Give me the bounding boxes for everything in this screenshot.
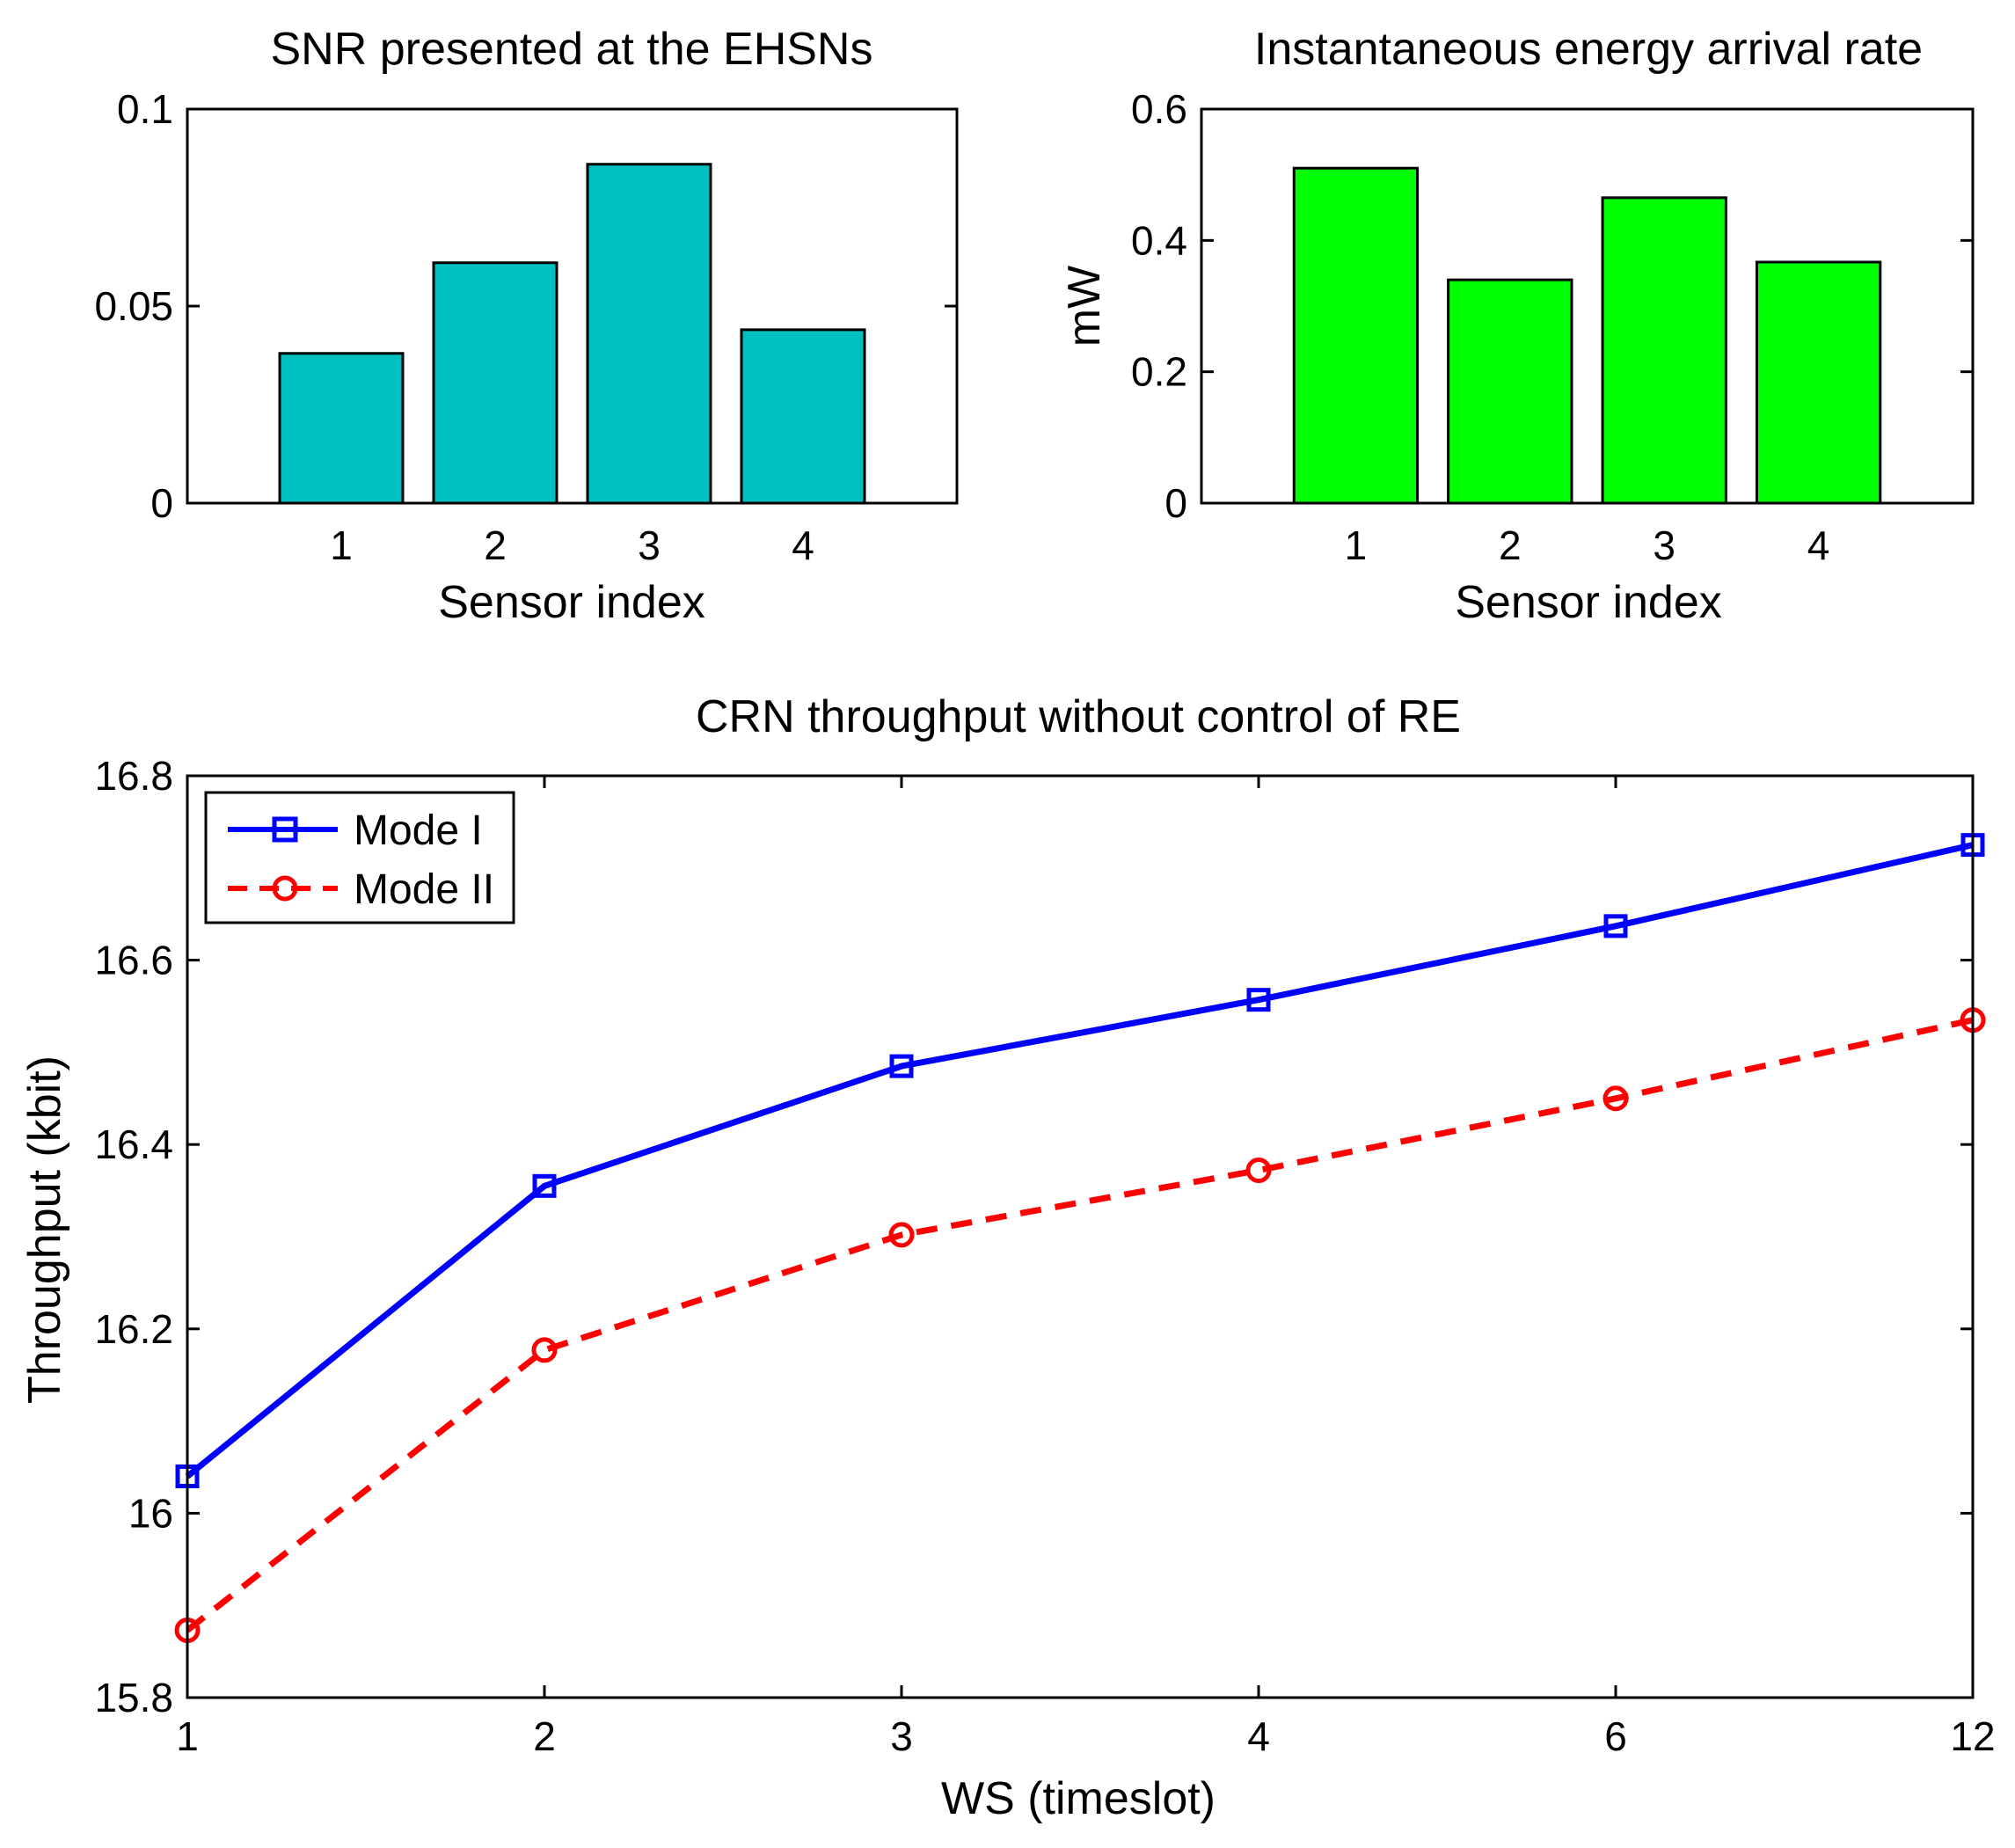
legend-entry-mode-ii: Mode II <box>228 866 494 913</box>
snr-x-tick-label: 4 <box>792 522 814 568</box>
throughput-series <box>174 833 1986 1643</box>
legend-mode-ii-circle-marker <box>272 875 298 902</box>
throughput-y-tick-label: 16.8 <box>94 753 173 799</box>
legend-entry-mode-i: Mode I <box>228 807 483 854</box>
snr-plot-area <box>186 107 959 505</box>
throughput-y-tick-label: 15.8 <box>94 1675 173 1720</box>
snr-bar-4 <box>740 328 866 505</box>
energy-y-tick-label: 0.6 <box>1131 86 1187 132</box>
throughput-x-axis-label: WS (timeslot) <box>941 1773 1216 1824</box>
energy-bar-2 <box>1447 278 1573 505</box>
throughput-x-tick-label: 3 <box>890 1713 913 1759</box>
snr-y-tick-label: 0 <box>150 480 173 526</box>
legend-box <box>204 791 515 924</box>
series-mode-i-point <box>1246 988 1271 1012</box>
energy-x-tick-label: 3 <box>1653 522 1676 568</box>
energy-y-axis-label: mW <box>1059 266 1110 347</box>
snr-y-tick-label: 0.05 <box>94 283 173 329</box>
throughput-y-tick-label: 16 <box>128 1490 173 1536</box>
energy-bar-3 <box>1601 196 1727 505</box>
energy-y-tick-label: 0.4 <box>1131 217 1187 263</box>
legend-mode-ii-label: Mode II <box>354 866 494 913</box>
energy-bar-1 <box>1292 166 1420 505</box>
throughput-y-ticks: 15.8 16 16.2 16.4 16.6 16.8 <box>94 753 1973 1720</box>
throughput-x-ticks: 1 2 3 4 6 12 <box>176 776 1996 1759</box>
legend-mode-i-label: Mode I <box>354 807 483 854</box>
snr-x-ticks: 1 2 3 4 <box>330 491 814 568</box>
energy-bar-4 <box>1755 260 1882 505</box>
throughput-legend: Mode I Mode II <box>204 791 515 924</box>
series-mode-ii-point <box>1245 1158 1272 1184</box>
energy-x-ticks: 1 2 3 4 <box>1345 491 1830 568</box>
throughput-x-tick-label: 12 <box>1950 1713 1995 1759</box>
energy-x-tick-label: 4 <box>1807 522 1830 568</box>
throughput-y-tick-label: 16.4 <box>94 1121 173 1167</box>
series-mode-i-point <box>532 1173 557 1198</box>
snr-bars <box>278 163 866 505</box>
snr-chart-title: SNR presented at the EHSNs <box>271 24 873 75</box>
snr-x-tick-label: 1 <box>330 522 353 568</box>
energy-bar-chart: Instantaneous energy arrival rate mW 0 0.… <box>1059 24 1975 628</box>
series-mode-ii-point <box>888 1222 915 1248</box>
throughput-y-axis-label: Throughput (kbit) <box>19 1055 70 1404</box>
throughput-x-tick-label: 1 <box>176 1713 199 1759</box>
snr-bar-1 <box>278 352 405 505</box>
throughput-line-chart: CRN throughput without control of RE Thr… <box>19 691 1996 1824</box>
energy-y-tick-label: 0 <box>1164 480 1187 526</box>
energy-y-ticks: 0 0.2 0.4 0.6 <box>1131 86 1973 526</box>
series-mode-ii-point <box>531 1337 558 1363</box>
throughput-x-tick-label: 6 <box>1604 1713 1627 1759</box>
throughput-x-tick-label: 2 <box>533 1713 556 1759</box>
snr-x-tick-label: 2 <box>484 522 507 568</box>
throughput-chart-title: CRN throughput without control of RE <box>696 691 1461 742</box>
energy-x-tick-label: 1 <box>1345 522 1368 568</box>
throughput-y-tick-label: 16.2 <box>94 1306 173 1352</box>
series-mode-i-point <box>1603 914 1628 939</box>
series-mode-ii-point <box>1603 1085 1629 1112</box>
snr-bar-3 <box>586 163 712 505</box>
throughput-x-tick-label: 4 <box>1247 1713 1270 1759</box>
throughput-plot-area <box>186 774 1975 1699</box>
series-mode-ii-line <box>185 1017 1974 1633</box>
snr-bar-2 <box>432 261 559 505</box>
energy-plot-area <box>1200 107 1975 505</box>
series-mode-i-point <box>889 1054 914 1078</box>
energy-chart-title: Instantaneous energy arrival rate <box>1254 24 1923 75</box>
energy-x-axis-label: Sensor index <box>1455 577 1722 628</box>
series-mode-i-line <box>185 842 1974 1479</box>
energy-bars <box>1292 166 1882 505</box>
legend-mode-i-square-marker <box>272 816 298 843</box>
energy-y-tick-label: 0.2 <box>1131 349 1187 395</box>
snr-x-axis-label: Sensor index <box>438 577 705 628</box>
snr-x-tick-label: 3 <box>638 522 661 568</box>
snr-bar-chart: SNR presented at the EHSNs 0 0.05 0.1 1 2 3 4… <box>94 24 959 628</box>
energy-x-tick-label: 2 <box>1499 522 1522 568</box>
throughput-y-tick-label: 16.6 <box>94 938 173 983</box>
snr-y-tick-label: 0.1 <box>117 86 173 132</box>
